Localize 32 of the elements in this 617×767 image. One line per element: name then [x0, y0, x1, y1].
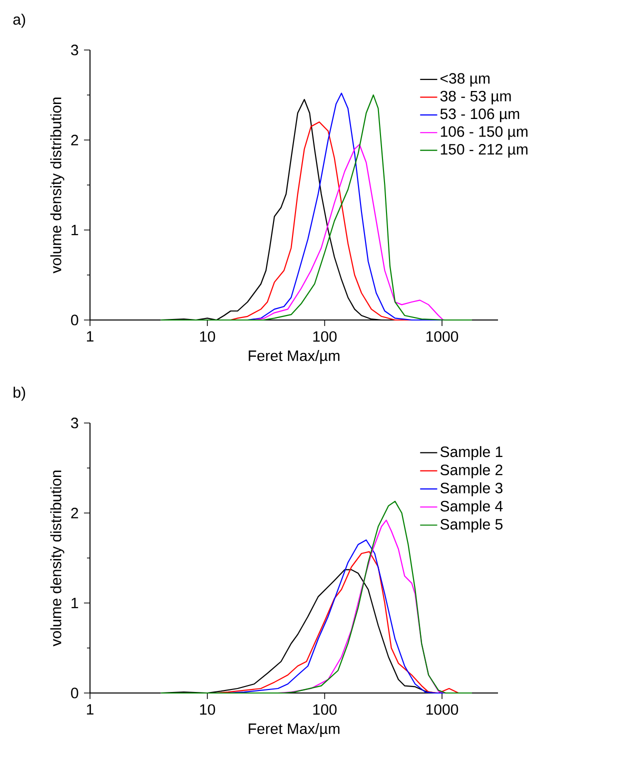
- legend-label: 53 - 106 µm: [440, 108, 520, 122]
- y-tick-label: 2: [71, 508, 78, 518]
- y-tick-label: 2: [71, 134, 78, 146]
- x-tick-label: 10: [200, 704, 216, 715]
- legend-label: Sample 1: [440, 446, 502, 460]
- legend-label: 150 - 212 µm: [440, 144, 528, 158]
- legend-label: Sample 5: [440, 518, 502, 533]
- x-tick-label: 1: [86, 704, 94, 715]
- legend-label: 106 - 150 µm: [440, 126, 528, 140]
- x-tick-label: 1000: [426, 331, 458, 342]
- x-axis-title: Feret Max/µm: [248, 723, 340, 737]
- legend-label: <38 µm: [440, 73, 490, 87]
- x-tick-label: 1000: [426, 704, 458, 715]
- y-axis-title: volume density distribution: [50, 470, 64, 646]
- y-axis-title: volume density distribution: [50, 98, 64, 274]
- y-tick-label: 1: [72, 598, 78, 608]
- y-tick-label: 3: [71, 418, 78, 428]
- text: a): [13, 14, 26, 28]
- legend-label: Sample 4: [440, 500, 503, 514]
- x-tick-label: 1: [86, 331, 94, 342]
- y-tick-label: 1: [72, 224, 78, 236]
- legend-label: Sample 3: [440, 482, 502, 496]
- x-tick-label: 10: [200, 331, 216, 342]
- y-tick-label: 0: [71, 314, 78, 326]
- y-tick-label: 0: [71, 688, 78, 698]
- y-tick-label: 3: [71, 44, 78, 56]
- x-tick-label: 100: [313, 331, 337, 342]
- legend-label: Sample 2: [440, 464, 502, 478]
- legend-label: 38 - 53 µm: [440, 90, 511, 104]
- x-tick-label: 100: [313, 704, 337, 715]
- x-axis-title: Feret Max/µm: [248, 350, 340, 364]
- text: b): [14, 386, 26, 401]
